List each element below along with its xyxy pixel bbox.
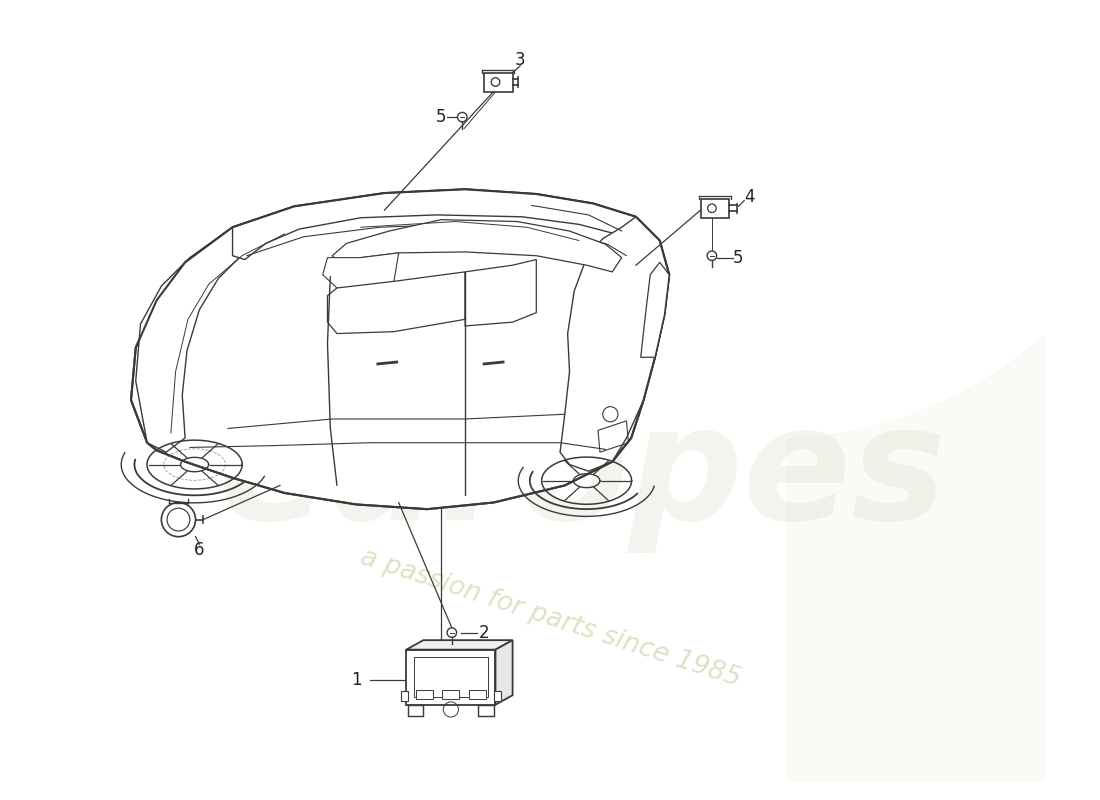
Polygon shape (135, 206, 295, 452)
Polygon shape (640, 262, 669, 358)
Circle shape (707, 251, 717, 261)
Circle shape (162, 502, 196, 537)
Text: 5: 5 (436, 108, 447, 126)
Circle shape (447, 628, 456, 638)
Polygon shape (494, 691, 502, 701)
Text: 2: 2 (478, 623, 490, 642)
Polygon shape (416, 690, 432, 699)
Polygon shape (406, 650, 495, 705)
Text: europes: europes (218, 398, 947, 554)
Polygon shape (442, 690, 460, 699)
Polygon shape (465, 259, 537, 326)
Polygon shape (495, 640, 513, 705)
Polygon shape (400, 691, 408, 701)
Text: a passion for parts since 1985: a passion for parts since 1985 (358, 545, 744, 692)
Polygon shape (484, 73, 513, 91)
Polygon shape (406, 640, 513, 650)
Circle shape (458, 112, 468, 122)
Text: 6: 6 (194, 541, 205, 559)
Text: 4: 4 (745, 188, 755, 206)
Polygon shape (469, 690, 486, 699)
Polygon shape (478, 705, 494, 716)
Polygon shape (332, 220, 622, 272)
Polygon shape (408, 705, 424, 716)
Text: 1: 1 (351, 671, 361, 689)
Polygon shape (322, 253, 398, 291)
Polygon shape (328, 272, 465, 334)
Polygon shape (701, 198, 729, 218)
Polygon shape (131, 190, 669, 509)
Text: 5: 5 (734, 249, 744, 266)
Polygon shape (232, 190, 660, 259)
Text: 3: 3 (515, 51, 526, 69)
Polygon shape (560, 217, 669, 471)
